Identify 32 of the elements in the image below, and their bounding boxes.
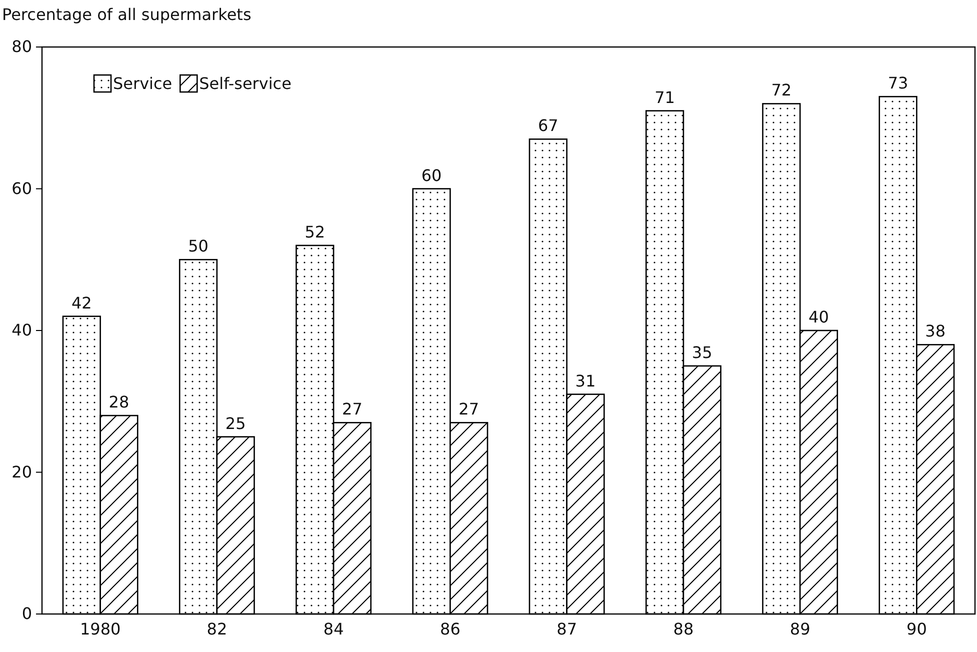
data-label: 42 — [71, 293, 92, 312]
x-tick-label: 86 — [440, 620, 460, 639]
y-tick-label: 20 — [12, 462, 32, 482]
x-tick-label: 1980 — [80, 620, 121, 639]
data-label: 50 — [188, 236, 208, 256]
data-label: 27 — [342, 400, 362, 419]
legend-label: Service — [113, 74, 172, 93]
legend-label: Self-service — [199, 74, 292, 93]
data-label: 40 — [808, 308, 829, 326]
x-tick-label: 89 — [790, 620, 810, 639]
data-label: 38 — [925, 322, 946, 341]
data-label: 25 — [225, 414, 246, 433]
data-label: 35 — [692, 342, 712, 362]
data-label: 52 — [304, 222, 326, 242]
y-tick-label: 40 — [12, 320, 32, 340]
data-label: 27 — [458, 400, 480, 419]
data-label: 28 — [108, 392, 130, 412]
x-tick-label: 82 — [206, 620, 228, 639]
x-tick-label: 88 — [673, 620, 694, 639]
x-tick-label: 84 — [323, 620, 344, 639]
x-tick-label: 90 — [906, 620, 927, 639]
y-tick-label: 0 — [22, 604, 32, 624]
data-label: 71 — [654, 88, 675, 107]
data-label: 73 — [888, 74, 908, 93]
y-tick-label: 80 — [12, 37, 32, 56]
y-tick-label: 60 — [12, 178, 32, 198]
data-label: 67 — [538, 116, 558, 136]
data-label: 60 — [421, 166, 442, 185]
data-label: 31 — [575, 371, 596, 390]
x-tick-label: 87 — [556, 620, 577, 639]
data-label: 72 — [771, 80, 792, 100]
y-axis-title: Percentage of all supermarkets — [2, 5, 252, 24]
